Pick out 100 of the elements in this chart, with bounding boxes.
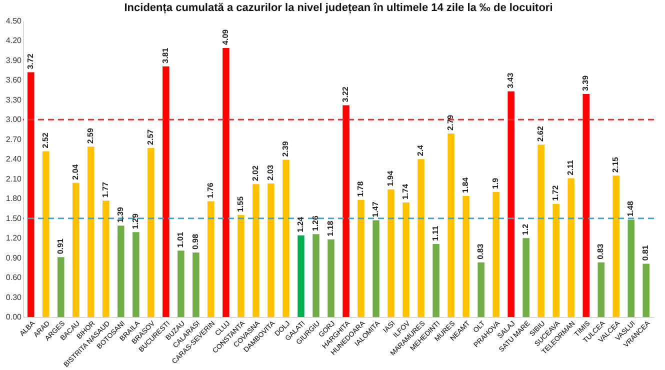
data-label: 2.04 xyxy=(70,164,80,180)
bar xyxy=(102,200,110,317)
data-label: 0.83 xyxy=(596,243,606,260)
data-label: 1.48 xyxy=(626,200,636,217)
data-label: 3.81 xyxy=(160,47,170,64)
y-tick-label: 0.60 xyxy=(6,273,22,282)
data-label: 2.59 xyxy=(86,128,95,144)
bar xyxy=(268,183,274,317)
bar xyxy=(162,66,170,317)
bar xyxy=(208,201,214,317)
data-label: 1.84 xyxy=(461,176,470,193)
bar xyxy=(642,264,650,317)
data-label: 1.94 xyxy=(386,170,396,186)
bar xyxy=(582,94,590,317)
data-label: 2.79 xyxy=(446,114,456,130)
data-label: 1.39 xyxy=(116,206,125,223)
y-tick-label: 3.90 xyxy=(6,56,22,65)
data-label: 0.91 xyxy=(56,238,65,254)
bar xyxy=(282,160,290,317)
bar xyxy=(192,252,200,317)
data-label: 1.29 xyxy=(130,213,140,230)
data-label: 1.26 xyxy=(310,215,320,232)
bar xyxy=(432,244,440,317)
chart-title: Incidența cumulată a cazurilor la nivel județean în ultimele 14 zile la ‰ de locuitori xyxy=(124,2,553,14)
bar xyxy=(312,234,320,317)
bar xyxy=(342,105,350,317)
bar xyxy=(148,148,154,317)
data-label: 2.15 xyxy=(611,156,620,173)
data-label: 3.72 xyxy=(26,53,35,70)
data-label: 1.47 xyxy=(371,201,380,218)
data-label: 2.39 xyxy=(280,140,290,157)
bar xyxy=(118,226,124,317)
y-tick-label: 3.60 xyxy=(6,76,22,85)
bar xyxy=(612,176,620,317)
bar xyxy=(598,262,604,317)
y-tick-label: 3.30 xyxy=(6,95,22,104)
data-label: 1.74 xyxy=(401,183,410,200)
data-label: 4.09 xyxy=(220,28,230,45)
data-label: 2.57 xyxy=(146,128,155,145)
bar xyxy=(72,182,80,317)
bar xyxy=(88,146,94,317)
bar xyxy=(492,192,500,317)
data-label: 3.22 xyxy=(341,86,350,102)
bar xyxy=(238,215,244,317)
bar xyxy=(58,257,64,317)
y-tick-label: 4.20 xyxy=(6,36,22,46)
y-tick-label: 4.50 xyxy=(6,16,22,26)
bar xyxy=(178,250,184,317)
data-label: 2.62 xyxy=(536,126,546,142)
bar xyxy=(448,133,454,317)
data-label: 1.78 xyxy=(356,180,366,197)
data-label: 1.55 xyxy=(236,196,245,212)
bar xyxy=(132,232,140,317)
bar xyxy=(478,262,484,317)
data-label: 1.18 xyxy=(326,220,335,236)
bar xyxy=(372,220,380,317)
data-label: 1.24 xyxy=(296,216,305,232)
data-label: 2.03 xyxy=(266,164,275,180)
bar xyxy=(252,184,260,317)
bar xyxy=(358,200,364,317)
data-label: 1.01 xyxy=(176,231,185,248)
data-label: 2.11 xyxy=(566,160,576,176)
bar xyxy=(552,204,560,317)
y-tick-label: 2.10 xyxy=(6,174,22,184)
bar xyxy=(462,196,470,317)
y-tick-label: 1.20 xyxy=(6,234,22,243)
bar xyxy=(508,91,514,317)
data-label: 0.83 xyxy=(476,243,486,260)
y-tick-label: 0.30 xyxy=(6,292,22,302)
data-label: 2.02 xyxy=(250,165,260,182)
data-label: 3.43 xyxy=(506,72,516,88)
y-tick-label: 1.80 xyxy=(6,194,22,204)
data-label: 1.77 xyxy=(100,181,110,198)
data-label: 0.81 xyxy=(641,244,650,261)
y-tick-label: 1.50 xyxy=(6,214,22,223)
data-label: 2.4 xyxy=(416,144,426,156)
bar xyxy=(418,159,424,317)
bar xyxy=(402,202,410,317)
y-tick-label: 3.00 xyxy=(6,115,22,124)
bar xyxy=(388,189,394,317)
bar xyxy=(538,144,544,317)
data-label: 0.98 xyxy=(190,233,200,250)
y-tick-label: 2.70 xyxy=(6,134,22,144)
bar xyxy=(28,72,34,317)
bar xyxy=(522,238,530,317)
bar xyxy=(568,178,574,317)
data-label: 1.9 xyxy=(491,177,500,190)
y-tick-label: 2.40 xyxy=(6,154,22,164)
bar xyxy=(628,220,634,317)
bar xyxy=(42,151,50,317)
data-label: 1.2 xyxy=(521,223,530,236)
bar xyxy=(298,235,304,317)
data-label: 1.76 xyxy=(206,182,215,198)
y-tick-label: 0.90 xyxy=(6,253,22,262)
data-label: 2.52 xyxy=(40,132,50,148)
y-tick-label: 0.00 xyxy=(6,312,22,322)
data-label: 1.72 xyxy=(551,184,560,201)
data-label: 3.39 xyxy=(581,74,590,92)
data-label: 1.11 xyxy=(431,225,440,241)
bar xyxy=(328,239,334,317)
